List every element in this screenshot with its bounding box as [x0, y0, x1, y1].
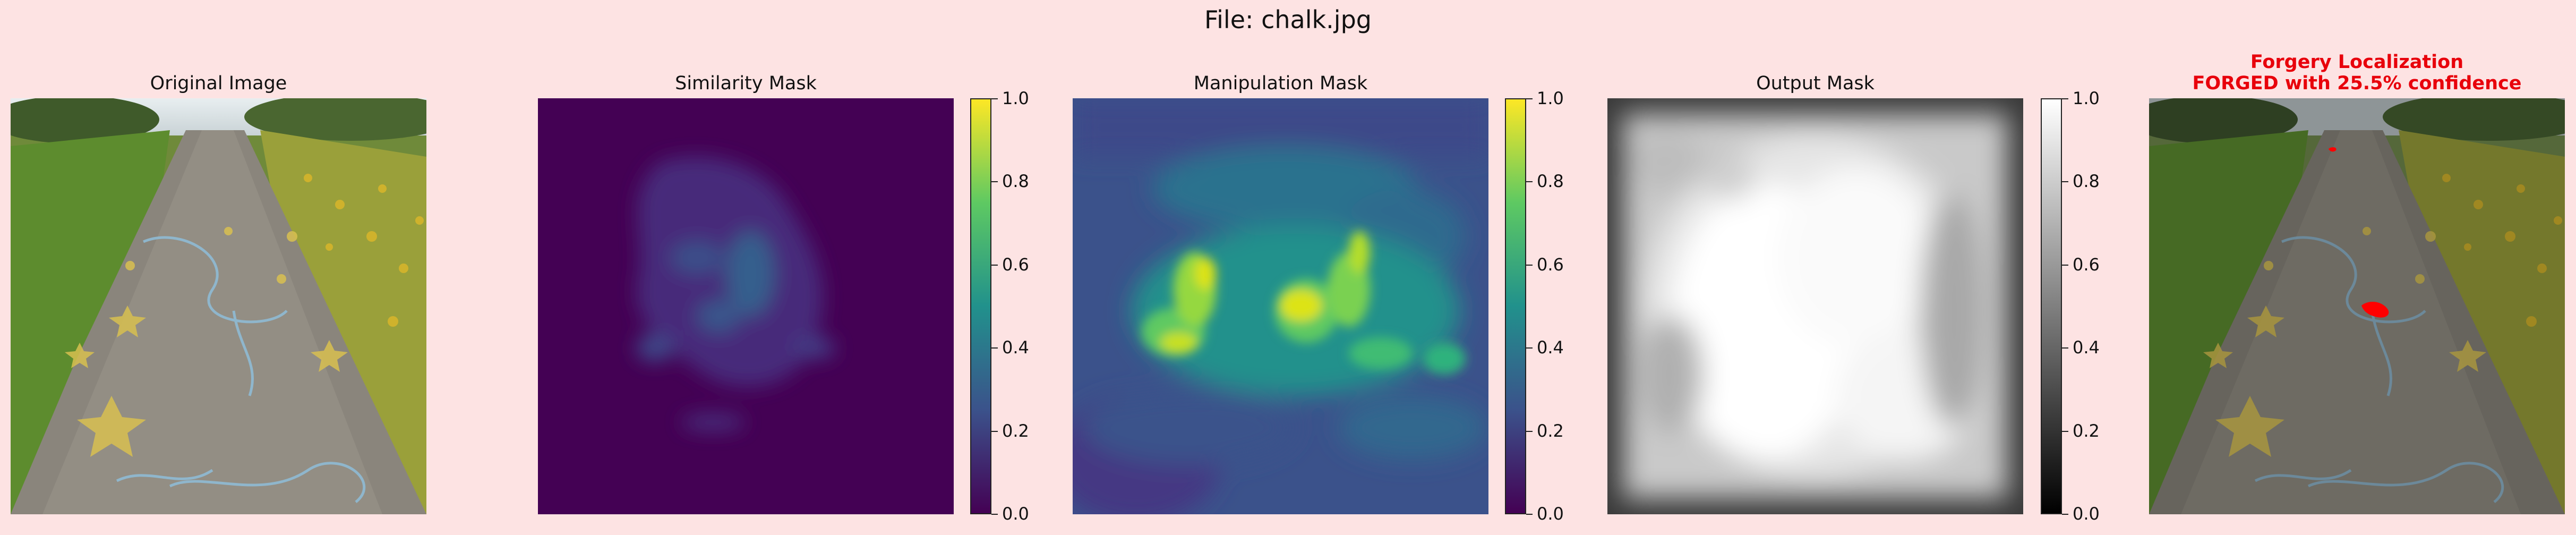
output-colorbar [2041, 98, 2062, 514]
tick-label: 0.4 [1002, 337, 1029, 358]
tick-label: 0.0 [2073, 504, 2100, 524]
tick-label: 0.2 [1002, 421, 1029, 441]
original-image [11, 98, 426, 514]
panel-title-manipulation: Manipulation Mask [1193, 73, 1368, 94]
tick-label: 0.6 [1002, 254, 1029, 275]
panel-title-similarity: Similarity Mask [675, 73, 817, 94]
manipulation-colorbar [1505, 98, 1526, 514]
similarity-colorbar [970, 98, 991, 514]
tick-label: 0.2 [1537, 421, 1564, 441]
forged-region [2329, 147, 2337, 152]
forged-region [2361, 302, 2389, 318]
tick-label: 0.6 [1537, 254, 1564, 275]
manipulation-mask [1073, 98, 1488, 514]
tick-label: 1.0 [1537, 88, 1564, 108]
localization-verdict: FORGED with 25.5% confidence [2192, 73, 2522, 94]
panel-title-localization: Forgery Localization FORGED with 25.5% c… [2149, 52, 2565, 94]
output-mask [1607, 98, 2023, 514]
similarity-colorbar-ticks: 0.0 0.2 0.4 0.6 0.8 1.0 [991, 90, 1055, 522]
tick-label: 0.0 [1537, 504, 1564, 524]
panel-title-output: Output Mask [1756, 73, 1875, 94]
tick-label: 0.4 [2073, 337, 2100, 358]
tick-label: 0.8 [1002, 171, 1029, 191]
tick-label: 1.0 [1002, 88, 1029, 108]
forgery-localization-image [2149, 98, 2565, 514]
localization-title-line1: Forgery Localization [2250, 52, 2464, 73]
tick-label: 0.0 [1002, 504, 1029, 524]
tick-label: 0.8 [2073, 171, 2100, 191]
panel-title-original: Original Image [150, 73, 287, 94]
tick-label: 0.2 [2073, 421, 2100, 441]
figure-title: File: chalk.jpg [1204, 5, 1372, 34]
similarity-mask [538, 98, 954, 514]
output-colorbar-ticks: 0.0 0.2 0.4 0.6 0.8 1.0 [2062, 90, 2126, 522]
tick-label: 0.8 [1537, 171, 1564, 191]
tick-label: 1.0 [2073, 88, 2100, 108]
manipulation-colorbar-ticks: 0.0 0.2 0.4 0.6 0.8 1.0 [1526, 90, 1590, 522]
tick-label: 0.6 [2073, 254, 2100, 275]
tick-label: 0.4 [1537, 337, 1564, 358]
